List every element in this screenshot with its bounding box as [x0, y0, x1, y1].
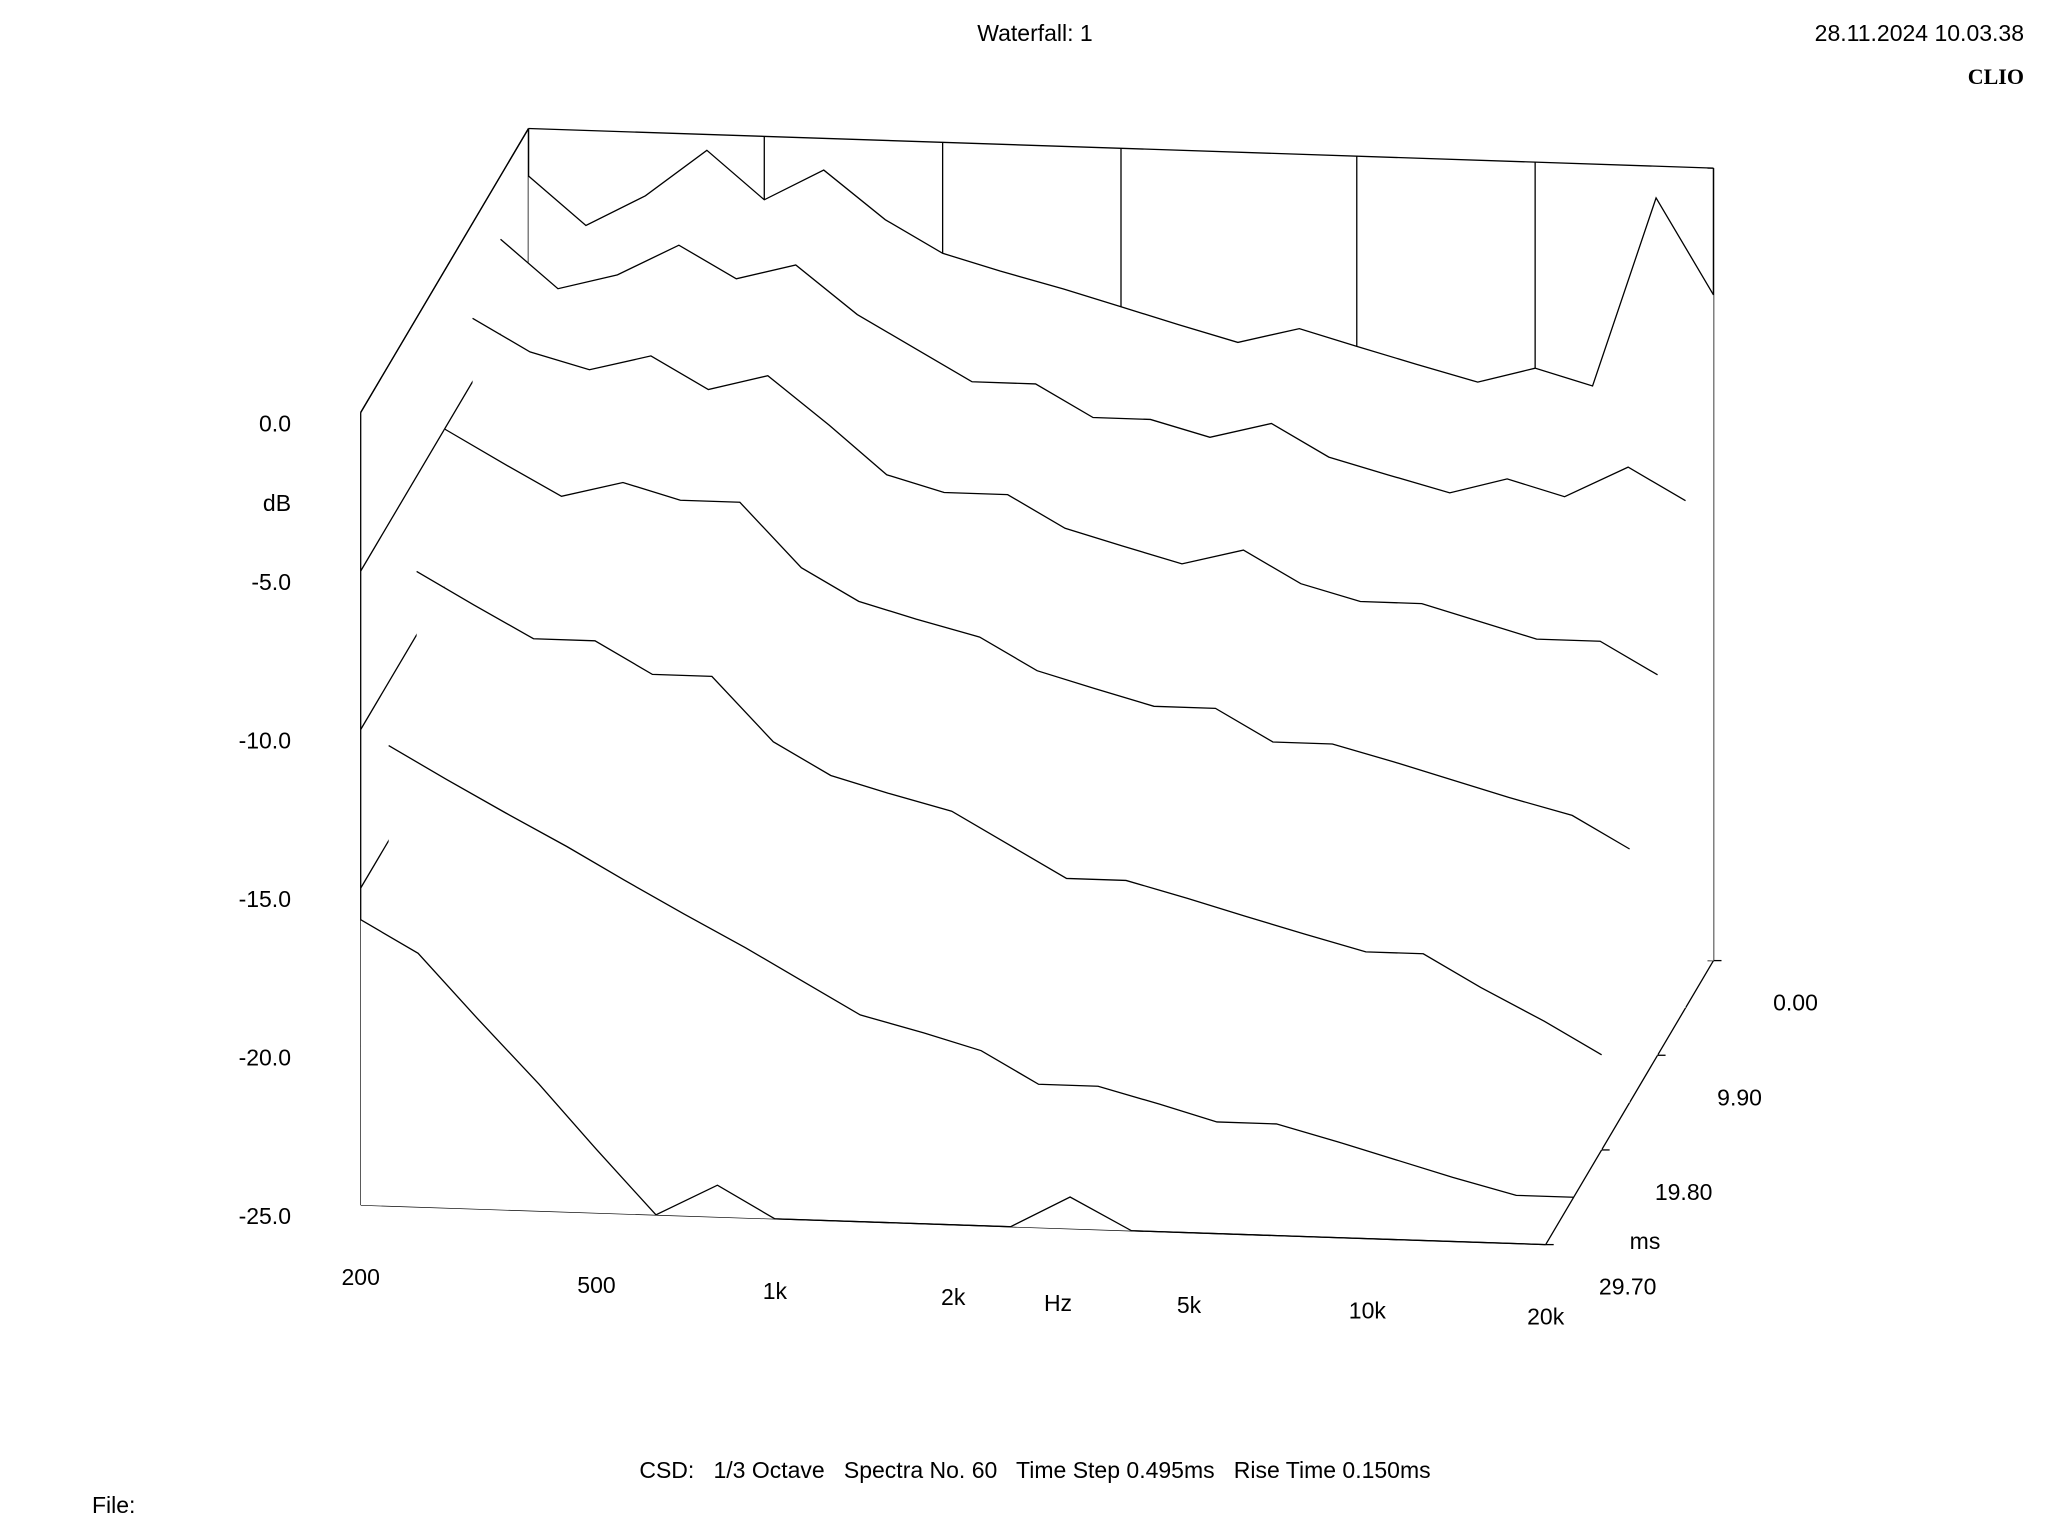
x-tick-label: 2k	[941, 1284, 966, 1310]
x-tick-label: 500	[577, 1272, 615, 1298]
spectrum-line	[500, 238, 1686, 502]
spectrum-line	[472, 317, 1658, 676]
x-tick-label: 1k	[763, 1278, 788, 1304]
x-tick-label: 5k	[1177, 1292, 1202, 1318]
y-tick-label: -10.0	[239, 728, 291, 754]
y-tick-label: -5.0	[251, 569, 291, 595]
y-tick-label: -20.0	[239, 1045, 291, 1071]
spectrum-line	[388, 745, 1574, 1198]
x-axis-label: Hz	[1044, 1290, 1072, 1316]
spectrum-line	[444, 428, 1630, 850]
spectrum-line	[416, 570, 1602, 1056]
file-label: File:	[92, 1492, 135, 1518]
grid-line	[360, 128, 530, 413]
x-tick-label: 200	[342, 1264, 380, 1290]
spectrum-line	[528, 149, 1715, 387]
z-tick-label: 29.70	[1599, 1274, 1657, 1300]
y-axis-label: dB	[263, 490, 291, 516]
footer: CSD: 1/3 Octave Spectra No. 60 Time Step…	[639, 1457, 1430, 1483]
timestamp: 28.11.2024 10.03.38	[1815, 20, 2024, 46]
z-axis-label: ms	[1630, 1228, 1661, 1254]
z-tick-label: 9.90	[1717, 1084, 1762, 1110]
brand: CLIO	[1968, 64, 2024, 89]
spectrum-line	[360, 919, 1546, 1246]
z-tick-label: 19.80	[1655, 1179, 1713, 1205]
y-tick-label: 0.0	[259, 411, 291, 437]
x-tick-label: 20k	[1527, 1304, 1565, 1330]
y-tick-label: -25.0	[239, 1203, 291, 1229]
x-tick-label: 10k	[1349, 1298, 1387, 1324]
y-tick-label: -15.0	[239, 886, 291, 912]
z-tick-label: 0.00	[1773, 990, 1818, 1016]
chart-title: Waterfall: 1	[977, 20, 1092, 46]
slice-fill	[388, 745, 1574, 1198]
